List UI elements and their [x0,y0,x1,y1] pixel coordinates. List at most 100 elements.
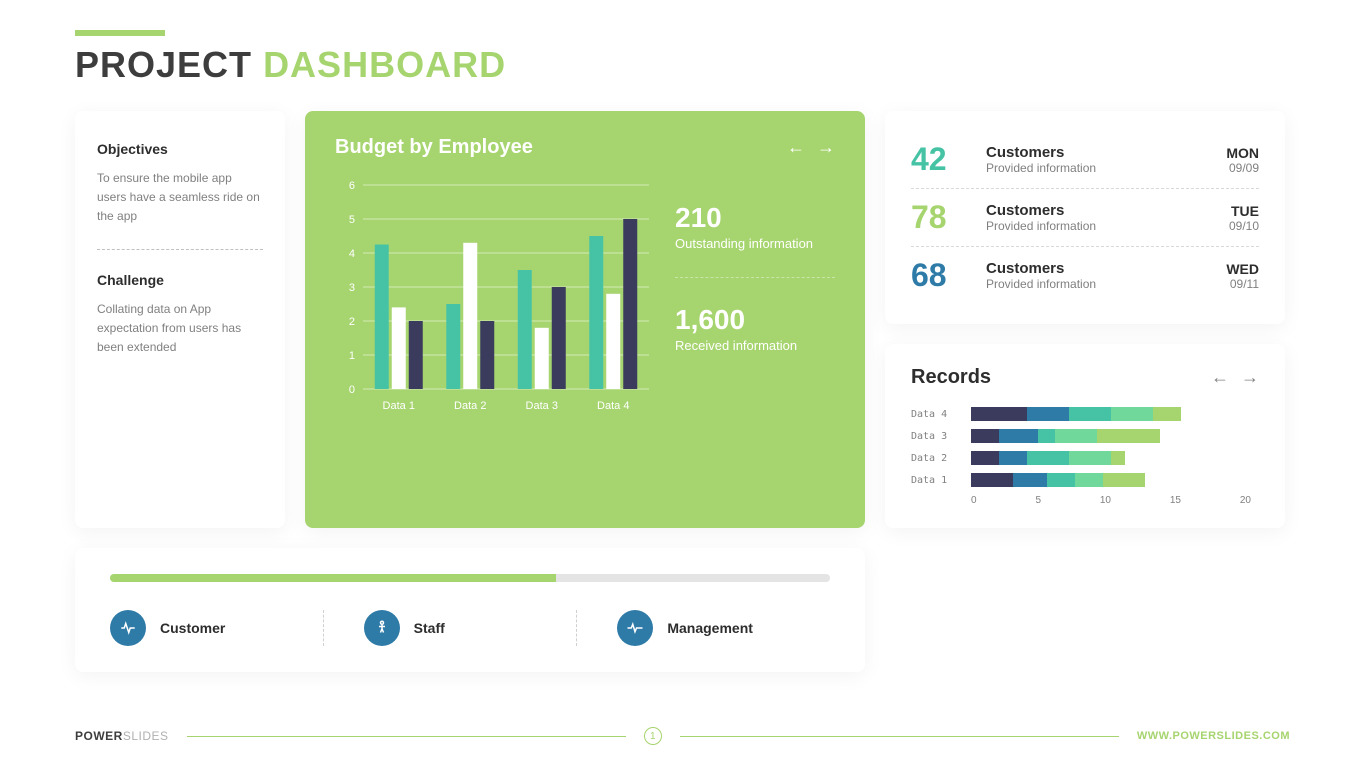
progress-item-label: Customer [160,620,225,636]
customer-mid: Customers Provided information [986,202,1209,233]
chart-nav-arrows: ← → [787,137,835,158]
customer-title: Customers [986,202,1209,219]
next-arrow-icon[interactable]: → [1241,367,1259,388]
records-bar-segment [1075,473,1103,487]
customer-date-block: WED 09/11 [1226,261,1259,291]
page-title: PROJECT DASHBOARD [75,44,1290,86]
customer-date: 09/11 [1226,277,1259,291]
objectives-title: Objectives [97,141,263,157]
records-bar-segment [1013,473,1047,487]
accessibility-icon [364,610,400,646]
customers-card: 42 Customers Provided information MON 09… [885,111,1285,324]
records-bar [971,451,1251,465]
prev-arrow-icon[interactable]: ← [787,137,805,158]
records-bar [971,407,1251,421]
dashboard-grid: Objectives To ensure the mobile app user… [75,111,1290,672]
records-bar-segment [1038,429,1055,443]
records-bar-segment [999,451,1027,465]
customer-date: 09/09 [1226,161,1259,175]
progress-item: Customer [110,610,323,646]
records-bar-segment [1069,407,1111,421]
svg-text:3: 3 [349,282,355,294]
records-title: Records [911,366,991,389]
records-row-label: Data 4 [911,409,971,420]
header-accent-bar [75,30,165,36]
records-row: Data 3 [911,429,1259,443]
footer-url: WWW.POWERSLIDES.COM [1137,730,1290,742]
records-axis: 05101520 [971,495,1251,506]
records-bar-segment [971,473,1013,487]
chart-body: 0123456Data 1Data 2Data 3Data 4 210 Outs… [335,177,835,417]
records-axis-tick: 5 [1035,495,1041,506]
records-bar-segment [1111,407,1153,421]
svg-text:5: 5 [349,214,355,226]
page-number: 1 [644,727,662,745]
brand-bold: POWER [75,729,123,743]
records-bar-segment [1103,473,1145,487]
title-dark: PROJECT [75,44,252,85]
customer-row: 68 Customers Provided information WED 09… [911,246,1259,304]
records-bar-segment [1111,451,1125,465]
title-light: DASHBOARD [263,44,506,85]
records-row: Data 2 [911,451,1259,465]
prev-arrow-icon[interactable]: ← [1211,367,1229,388]
customer-row: 42 Customers Provided information MON 09… [911,131,1259,188]
customer-title: Customers [986,144,1206,161]
next-arrow-icon[interactable]: → [817,137,835,158]
records-bar-segment [1047,473,1075,487]
records-row-label: Data 3 [911,431,971,442]
stat-2-label: Received information [675,338,835,353]
svg-text:Data 3: Data 3 [526,400,558,412]
svg-text:0: 0 [349,384,355,396]
svg-text:Data 4: Data 4 [597,400,629,412]
customer-title: Customers [986,260,1206,277]
records-axis-tick: 20 [1240,495,1251,506]
progress-item-label: Staff [414,620,445,636]
customer-date-block: TUE 09/10 [1229,203,1259,233]
customer-date-block: MON 09/09 [1226,145,1259,175]
customer-mid: Customers Provided information [986,260,1206,291]
chart-stats: 210 Outstanding information 1,600 Receiv… [675,177,835,417]
objectives-text: To ensure the mobile app users have a se… [97,169,263,227]
budget-chart-title: Budget by Employee [335,136,533,159]
progress-card: Customer Staff Management [75,548,865,672]
stat-2-value: 1,600 [675,304,835,336]
footer-brand: POWERSLIDES [75,729,169,743]
progress-track [110,574,830,582]
customer-row: 78 Customers Provided information TUE 09… [911,188,1259,246]
customer-sub: Provided information [986,277,1206,291]
stat-1-label: Outstanding information [675,236,835,251]
records-bar-segment [971,451,999,465]
svg-text:1: 1 [349,350,355,362]
customer-day: WED [1226,261,1259,277]
progress-item: Staff [323,610,577,646]
right-column: 42 Customers Provided information MON 09… [885,111,1285,528]
records-row: Data 1 [911,473,1259,487]
customer-day: MON [1226,145,1259,161]
stat-divider [675,277,835,278]
budget-chart-card: Budget by Employee ← → 0123456Data 1Data… [305,111,865,528]
records-row-label: Data 2 [911,453,971,464]
challenge-title: Challenge [97,272,263,288]
heartbeat-icon [110,610,146,646]
progress-labels: Customer Staff Management [110,610,830,646]
customer-number: 78 [911,199,966,236]
customer-date: 09/10 [1229,219,1259,233]
customer-mid: Customers Provided information [986,144,1206,175]
records-bar-segment [1027,451,1069,465]
customer-sub: Provided information [986,161,1206,175]
records-bar-segment [1097,429,1160,443]
records-chart: Data 4Data 3Data 2Data 105101520 [911,407,1259,506]
customer-number: 68 [911,257,966,294]
chart-area: 0123456Data 1Data 2Data 3Data 4 [335,177,655,417]
budget-chart-svg: 0123456Data 1Data 2Data 3Data 4 [335,177,655,417]
records-bar-segment [1027,407,1069,421]
customer-day: TUE [1229,203,1259,219]
records-bar-segment [1153,407,1181,421]
records-bar-segment [971,407,1027,421]
records-bar-segment [1055,429,1097,443]
records-bar [971,473,1251,487]
records-bar-segment [971,429,999,443]
svg-text:Data 1: Data 1 [383,400,415,412]
progress-item: Management [576,610,830,646]
